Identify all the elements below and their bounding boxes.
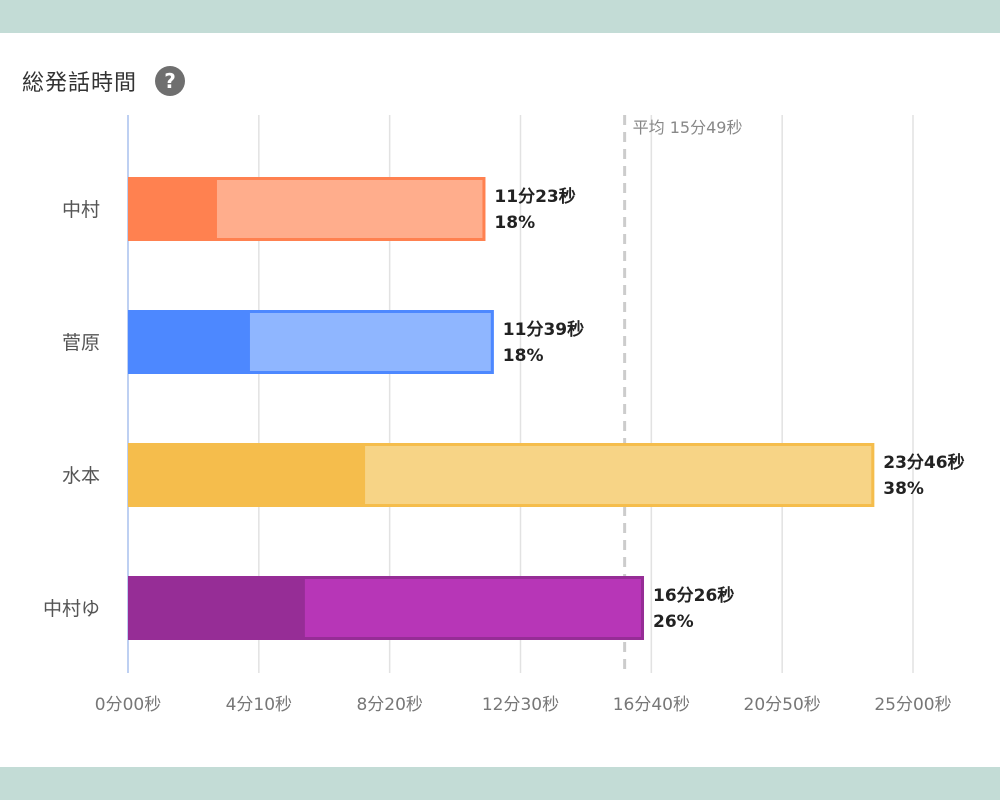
percent-label-0: 18% (494, 213, 535, 233)
bar-dark-segment-0 (128, 177, 217, 241)
category-label-3: 中村ゆ (43, 598, 100, 620)
x-tick-label-1: 4分10秒 (226, 695, 292, 715)
x-tick-label-3: 12分30秒 (482, 695, 559, 715)
category-label-0: 中村 (62, 199, 100, 221)
help-icon[interactable]: ? (155, 66, 186, 96)
x-tick-label-4: 16分40秒 (613, 695, 690, 715)
x-tick-label-6: 25分00秒 (874, 695, 951, 715)
bar-outline-2 (128, 443, 875, 507)
value-label-1: 11分39秒 (503, 319, 584, 340)
bar-outline-3 (128, 576, 645, 640)
x-tick-label-5: 20分50秒 (744, 695, 821, 715)
bar-dark-segment-1 (128, 310, 250, 374)
average-label: 平均 15分49秒 (633, 118, 743, 137)
title-row: 総発話時間 ? (22, 61, 186, 101)
value-label-0: 11分23秒 (494, 186, 575, 207)
bar-outline-0 (128, 177, 486, 241)
percent-label-1: 18% (503, 346, 544, 366)
percent-label-3: 26% (653, 612, 694, 632)
category-label-1: 菅原 (62, 332, 100, 354)
chart-title: 総発話時間 (22, 71, 138, 96)
value-label-3: 16分26秒 (653, 585, 734, 606)
percent-label-2: 38% (883, 479, 924, 499)
chart-card: 総発話時間 ? 0分00秒 4分10秒 8分20秒 12分30秒 16分40秒 20分50… (0, 33, 1000, 767)
bar-chart: 0分00秒 4分10秒 8分20秒 12分30秒 16分40秒 20分50秒 25分00秒 平… (43, 115, 965, 715)
x-tick-label-2: 8分20秒 (356, 695, 422, 715)
bar-dark-segment-2 (128, 443, 366, 507)
category-label-2: 水本 (62, 465, 100, 487)
x-tick-label-0: 0分00秒 (95, 695, 161, 715)
bar-dark-segment-3 (128, 576, 305, 640)
value-label-2: 23分46秒 (883, 452, 964, 473)
bar-outline-1 (128, 310, 494, 374)
